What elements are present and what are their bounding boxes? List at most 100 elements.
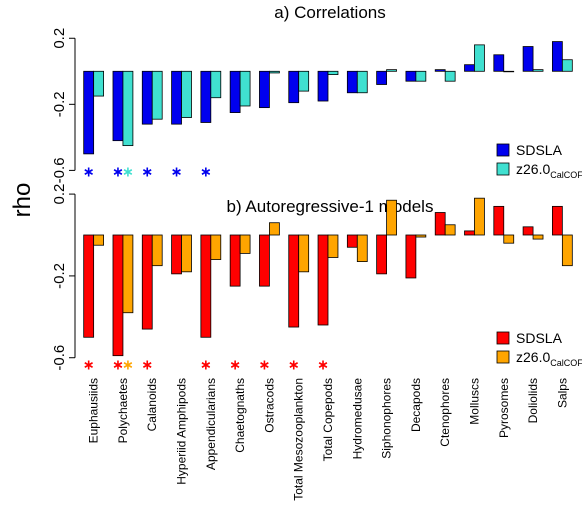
x-tick-label: Total Mesozooplankton <box>292 378 306 501</box>
bar <box>474 44 485 72</box>
bar <box>532 69 544 72</box>
bar <box>229 234 241 287</box>
y-axis-label: rho <box>9 183 36 218</box>
y-tick-label: 0.2 <box>51 184 68 205</box>
bar <box>503 234 515 244</box>
bar <box>181 70 192 118</box>
significance-marker <box>289 360 299 370</box>
bar <box>561 234 573 267</box>
bar <box>269 222 280 236</box>
bar <box>83 70 95 155</box>
bar <box>269 70 280 74</box>
bar <box>83 234 95 338</box>
x-tick-label: Pyrosomes <box>497 378 511 438</box>
significance-marker <box>201 360 211 370</box>
bar <box>444 224 456 236</box>
bar <box>346 70 358 94</box>
x-tick-label: Decapods <box>409 378 423 432</box>
x-tick-label: Euphausiids <box>87 378 101 443</box>
legend-swatch <box>496 162 510 176</box>
legend-name: z26.0 <box>516 161 550 177</box>
bar <box>503 70 515 73</box>
y-tick-label: 0.2 <box>51 28 68 49</box>
bar <box>288 234 300 328</box>
x-tick-label: Molluscs <box>467 378 481 425</box>
significance-marker <box>318 360 328 370</box>
bar <box>551 205 563 236</box>
x-tick-label: Hyperiid Amphipods <box>175 378 189 485</box>
bar <box>93 70 105 97</box>
bar <box>298 70 310 92</box>
bar <box>171 234 182 275</box>
bar <box>239 234 251 254</box>
significance-marker <box>142 167 152 177</box>
x-tick-label: Salps <box>555 378 569 408</box>
bar <box>415 70 427 82</box>
bar <box>493 205 505 236</box>
bar <box>229 70 241 113</box>
legend-swatch <box>496 331 510 345</box>
legend-swatch <box>496 350 510 364</box>
x-tick-label: Siphonophores <box>380 378 394 459</box>
bar <box>434 212 446 236</box>
bar <box>210 70 222 99</box>
bar <box>386 199 397 236</box>
bar <box>317 234 329 326</box>
bar <box>93 234 105 246</box>
bar <box>327 70 339 75</box>
bar <box>200 70 212 123</box>
bar <box>376 234 387 275</box>
bar <box>464 64 475 72</box>
significance-marker <box>113 360 123 370</box>
y-tick-label: -0.2 <box>51 263 68 289</box>
bar <box>210 234 222 260</box>
legend-name: z26.0 <box>516 349 550 365</box>
significance-marker <box>172 167 181 177</box>
bar <box>112 70 124 142</box>
x-tick-label: Ostracods <box>262 378 276 433</box>
x-tick-label: Doliolids <box>526 378 540 423</box>
x-tick-label: Appendicularians <box>204 378 218 470</box>
bar <box>151 234 163 267</box>
significance-marker <box>123 167 133 177</box>
bar <box>259 234 270 287</box>
panel-title: a) Correlations <box>274 3 386 22</box>
y-tick-label: -0.6 <box>51 157 68 183</box>
legend-swatch <box>496 143 510 157</box>
x-tick-label: Polychaetes <box>116 378 130 443</box>
bar <box>561 59 573 72</box>
y-tick-label: -0.2 <box>51 91 68 117</box>
bar <box>415 234 427 238</box>
bar <box>288 70 300 104</box>
significance-marker <box>260 360 269 370</box>
bar <box>434 69 446 72</box>
bar <box>239 70 251 107</box>
bar <box>112 234 124 357</box>
significance-marker <box>113 167 123 177</box>
x-tick-label: Calanoids <box>145 378 159 431</box>
significance-marker <box>84 360 93 370</box>
significance-marker <box>230 360 240 370</box>
legend-label: z26.0CalCOFI <box>516 161 582 180</box>
significance-marker <box>84 167 93 177</box>
x-tick-label: Hydromedusae <box>350 378 364 460</box>
bar <box>356 70 368 94</box>
bar <box>259 70 270 109</box>
legend-name: SDSLA <box>516 142 563 158</box>
significance-marker <box>142 360 152 370</box>
bar <box>522 226 534 236</box>
bar <box>171 70 182 125</box>
bar <box>386 69 397 72</box>
legend-label: SDSLA <box>516 330 563 346</box>
significance-marker <box>201 167 211 177</box>
x-tick-label: Ctenophores <box>438 378 452 447</box>
bar <box>356 234 368 262</box>
bar <box>522 46 534 72</box>
legend-subscript: CalCOF <box>550 358 582 368</box>
bar <box>200 234 212 338</box>
bar <box>474 197 485 236</box>
x-tick-label: Chaetognaths <box>233 378 247 453</box>
legend-label: z26.0CalCOF <box>516 349 582 368</box>
significance-marker <box>123 360 133 370</box>
